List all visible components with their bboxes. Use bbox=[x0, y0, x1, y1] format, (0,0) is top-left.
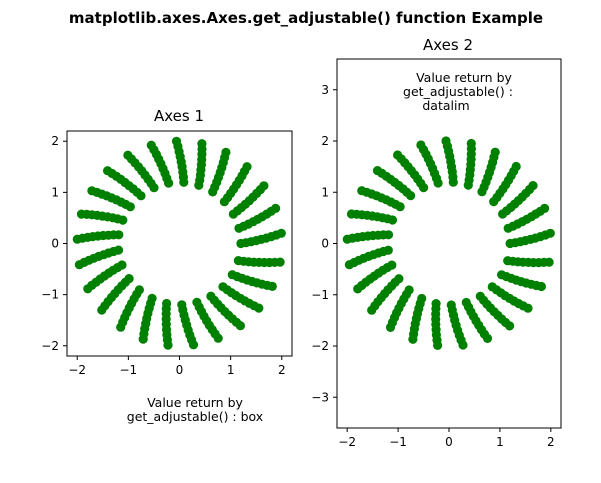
scatter-point bbox=[408, 334, 418, 344]
scatter-point bbox=[540, 203, 550, 213]
axes-2-chart: Axes 2 −2 −1 0 1 2 −3 −2 −1 0 1 2 3 Value return by… bbox=[311, 36, 562, 449]
annotation-line: get_adjustable() : box bbox=[127, 409, 263, 424]
scatter-point bbox=[505, 321, 515, 331]
x-tick-label: −2 bbox=[68, 363, 86, 377]
y-tick-label: −3 bbox=[311, 390, 329, 404]
scatter-point bbox=[87, 186, 97, 196]
scatter-point bbox=[171, 136, 182, 146]
scatter-point bbox=[275, 257, 285, 267]
annotation-text: Value return by get_adjustable() : box bbox=[127, 395, 263, 424]
x-tick-label: 2 bbox=[278, 363, 286, 377]
scatter-point bbox=[367, 305, 377, 315]
scatter-point bbox=[188, 340, 199, 350]
scatter-point bbox=[97, 305, 107, 315]
scatter-point bbox=[416, 140, 426, 150]
scatter-point bbox=[372, 166, 383, 176]
scatter-point bbox=[74, 260, 84, 270]
y-tick-label: 1 bbox=[51, 185, 59, 199]
annotation-line: datalim bbox=[422, 98, 469, 113]
scatter-point bbox=[433, 340, 443, 350]
scatter-point bbox=[346, 209, 357, 219]
scatter-point bbox=[393, 150, 403, 160]
scatter-point bbox=[259, 181, 269, 191]
x-tick-label: −2 bbox=[338, 435, 356, 449]
scatter-point bbox=[528, 181, 538, 191]
x-tick-label: 2 bbox=[547, 435, 555, 449]
scatter-point bbox=[353, 284, 363, 294]
annotation-line: Value return by bbox=[416, 70, 512, 85]
axes-1-ticks: −2 −1 0 1 2 −2 −1 0 1 2 bbox=[41, 134, 285, 377]
y-tick-label: −2 bbox=[41, 339, 59, 353]
axes-2-annotation: Value return by get_adjustable() : datalim bbox=[403, 70, 513, 113]
x-tick-label: 0 bbox=[176, 363, 184, 377]
scatter-point bbox=[146, 140, 156, 150]
scatter-point bbox=[76, 209, 87, 219]
annotation-text: Value return by get_adjustable() : datalim bbox=[403, 70, 513, 113]
scatter-point bbox=[276, 228, 286, 238]
scatter-point bbox=[197, 139, 207, 149]
scatter-point bbox=[138, 334, 148, 344]
scatter-point bbox=[242, 162, 252, 172]
scatter-point bbox=[103, 166, 113, 176]
axes-1-chart: Axes 1 −2 −1 0 1 2 −2 −1 0 1 2 Value return by get… bbox=[41, 107, 293, 424]
figure-title: matplotlib.axes.Axes.get_adjustable() fu… bbox=[69, 9, 543, 27]
scatter-point bbox=[342, 234, 352, 244]
scatter-point bbox=[441, 136, 451, 146]
scatter-point bbox=[544, 257, 554, 267]
scatter-point bbox=[458, 340, 468, 350]
x-tick-label: 1 bbox=[496, 435, 504, 449]
scatter-point bbox=[545, 228, 555, 238]
y-tick-label: −1 bbox=[41, 288, 59, 302]
axes-2-ticks: −2 −1 0 1 2 −3 −2 −1 0 1 2 3 bbox=[311, 83, 554, 449]
scatter-point bbox=[163, 340, 173, 350]
axes-2-marks bbox=[342, 136, 555, 350]
scatter-point bbox=[344, 260, 354, 270]
scatter-point bbox=[466, 138, 476, 149]
scatter-point bbox=[482, 333, 493, 343]
axes-1-annotation: Value return by get_adjustable() : box bbox=[127, 395, 263, 424]
y-tick-label: −2 bbox=[311, 339, 329, 353]
y-tick-label: −1 bbox=[311, 288, 329, 302]
y-tick-label: 0 bbox=[321, 237, 329, 251]
y-tick-label: 2 bbox=[51, 134, 59, 148]
scatter-point bbox=[254, 303, 264, 313]
scatter-point bbox=[221, 147, 231, 157]
scatter-point bbox=[267, 281, 277, 291]
x-tick-label: −1 bbox=[120, 363, 138, 377]
scatter-point bbox=[83, 284, 93, 294]
y-tick-label: 0 bbox=[51, 237, 59, 251]
scatter-point bbox=[490, 147, 500, 157]
axes-2-title: Axes 2 bbox=[423, 36, 473, 54]
annotation-line: get_adjustable() : bbox=[403, 84, 513, 99]
scatter-point bbox=[511, 161, 521, 172]
x-tick-label: −1 bbox=[389, 435, 407, 449]
x-tick-label: 0 bbox=[445, 435, 453, 449]
scatter-point bbox=[357, 186, 367, 196]
scatter-point bbox=[271, 203, 281, 213]
annotation-line: Value return by bbox=[147, 395, 243, 410]
axes-1-marks bbox=[72, 136, 286, 350]
scatter-point bbox=[385, 322, 396, 332]
scatter-point bbox=[536, 281, 547, 292]
y-tick-label: 3 bbox=[321, 83, 329, 97]
x-tick-label: 1 bbox=[227, 363, 235, 377]
axes-1-title: Axes 1 bbox=[154, 107, 204, 125]
scatter-point bbox=[235, 321, 245, 331]
scatter-point bbox=[72, 234, 82, 244]
scatter-point bbox=[116, 322, 126, 332]
scatter-point bbox=[523, 303, 533, 313]
y-tick-label: 2 bbox=[321, 134, 329, 148]
y-tick-label: 1 bbox=[321, 185, 329, 199]
scatter-point bbox=[123, 150, 133, 160]
scatter-point bbox=[213, 333, 223, 343]
